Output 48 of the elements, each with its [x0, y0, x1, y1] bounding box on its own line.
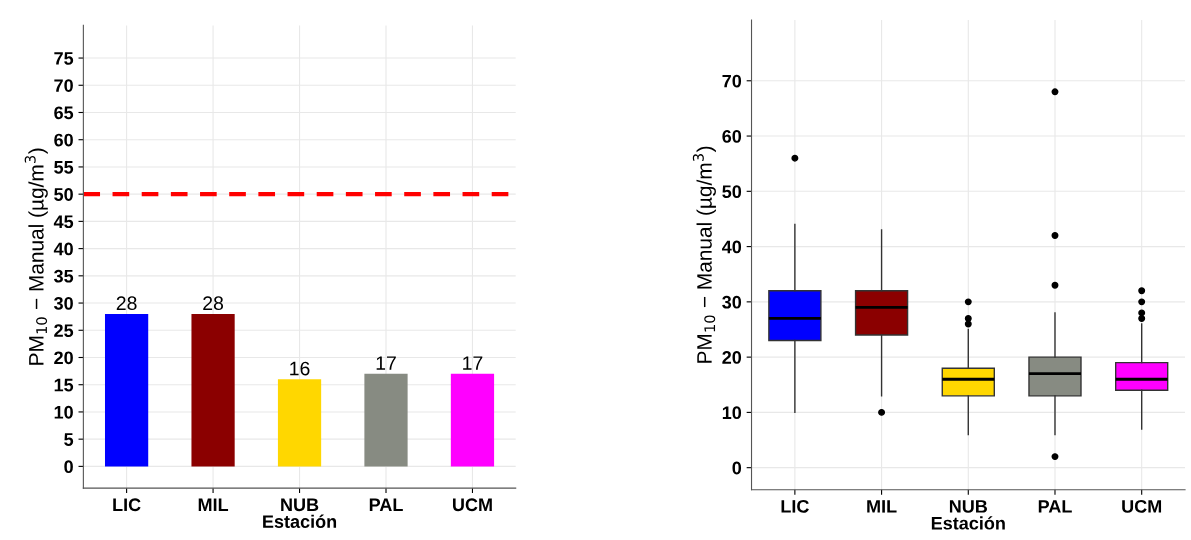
y-tick-label: 10: [54, 405, 73, 419]
x-tick-label: LIC: [781, 499, 809, 513]
y-tick-label: 20: [722, 351, 742, 364]
bar: [450, 373, 495, 467]
x-tick-label: PAL: [369, 498, 403, 511]
data-label: 16: [290, 361, 310, 376]
bar: [364, 373, 408, 467]
data-label: 28: [203, 296, 224, 311]
x-tick-label: NUB: [949, 500, 988, 513]
y-tick-label: 30: [53, 296, 73, 310]
y-tick-label: 10: [722, 406, 742, 420]
y-tick-label: 60: [722, 129, 742, 143]
data-label: 28: [116, 296, 137, 311]
y-tick-label: 50: [722, 185, 742, 199]
x-axis-title: Estación: [263, 514, 337, 528]
y-tick-label: 70: [54, 79, 73, 92]
y-tick-label: 25: [54, 324, 74, 337]
y-tick-label: 60: [54, 133, 73, 147]
y-tick-label: 5: [64, 433, 74, 446]
y-tick-label: 15: [54, 378, 74, 392]
data-label: 17: [376, 356, 396, 370]
bar: [191, 313, 235, 467]
y-tick-label: 30: [722, 295, 742, 309]
x-tick-label: MIL: [198, 498, 229, 511]
y-tick-label: 35: [53, 269, 74, 283]
y-tick-label: 55: [54, 161, 74, 174]
y-axis-title: PM$_{10}$ − Manual (µg/m$^{3}$): [692, 146, 716, 363]
y-tick-label: 40: [53, 242, 73, 256]
y-tick-label: 50: [54, 188, 73, 201]
x-tick-label: PAL: [1038, 500, 1072, 513]
y-tick-label: 0: [732, 461, 742, 475]
y-axis-title: PM$_{10}$ − Manual (µg/m$^{3}$): [24, 148, 48, 365]
y-tick-label: 70: [722, 74, 742, 88]
y-tick-label: 20: [54, 351, 73, 365]
bar: [104, 313, 149, 467]
y-tick-label: 45: [53, 215, 74, 229]
x-tick-label: UCM: [452, 498, 492, 512]
x-tick-label: UCM: [1122, 499, 1162, 513]
y-tick-label: 40: [721, 240, 742, 254]
y-tick-label: 75: [54, 52, 74, 65]
y-tick-label: 0: [64, 460, 73, 474]
data-label: 17: [463, 356, 483, 370]
x-tick-label: MIL: [867, 500, 897, 513]
bar: [277, 379, 322, 467]
x-tick-label: LIC: [113, 498, 141, 512]
x-axis-title: Estación: [931, 516, 1005, 530]
x-tick-label: NUB: [281, 498, 319, 512]
y-tick-label: 65: [54, 106, 74, 120]
